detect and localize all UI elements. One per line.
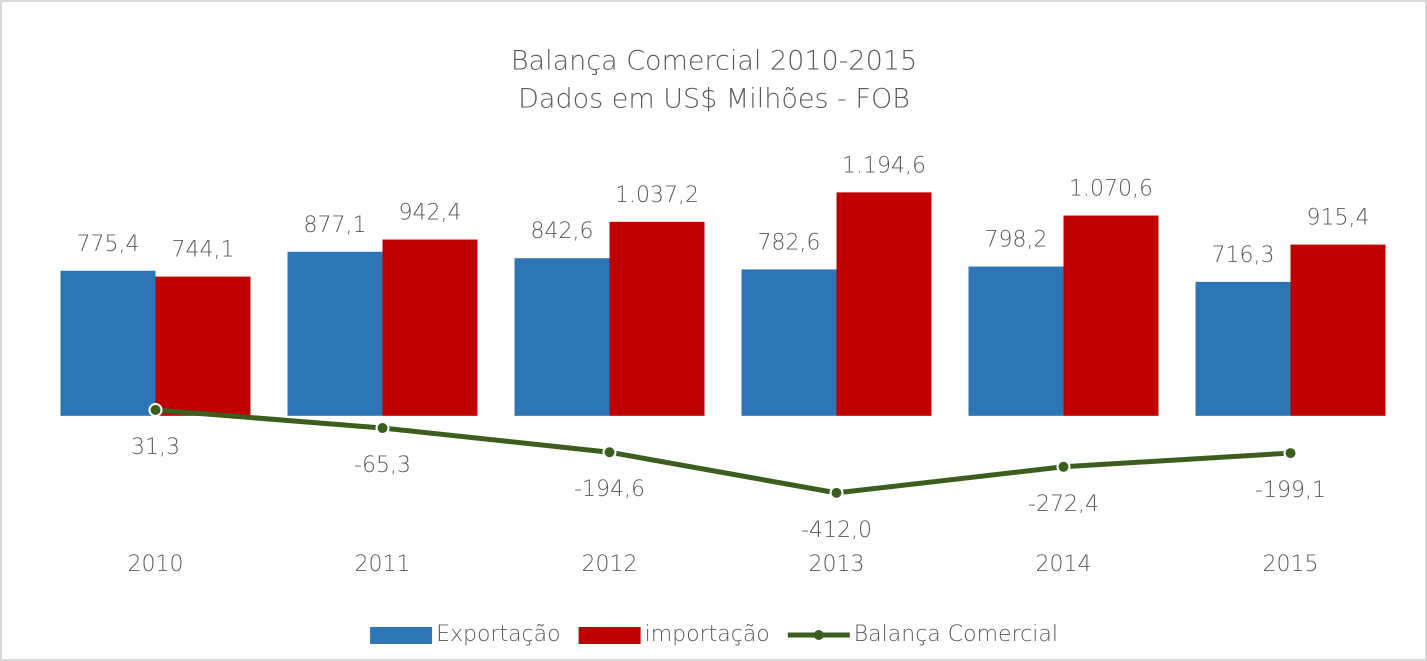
data-label: 1.194,6	[842, 153, 926, 178]
bar	[382, 239, 478, 416]
line-point	[148, 402, 163, 417]
legend-swatch-point	[813, 630, 824, 640]
x-tick-label: 2012	[582, 552, 638, 577]
bar	[60, 270, 156, 416]
data-label: 775,4	[77, 232, 140, 257]
line-point	[375, 421, 390, 436]
line-point	[829, 485, 844, 500]
data-label: 744,1	[172, 238, 235, 263]
data-label: 798,2	[985, 228, 1048, 253]
data-label: -412,0	[801, 518, 872, 543]
bar	[609, 221, 705, 416]
data-label: -194,6	[574, 477, 645, 502]
chart-title: Balança Comercial 2010-2015	[511, 46, 917, 77]
data-label: 877,1	[304, 213, 367, 238]
chart-subtitle: Dados em US$ Milhões - FOB	[518, 84, 910, 115]
data-label: 942,4	[399, 201, 462, 226]
data-label: -65,3	[354, 453, 411, 478]
bar	[836, 192, 932, 416]
bar	[1195, 281, 1291, 416]
data-label: -272,4	[1028, 492, 1099, 517]
data-label: 782,6	[758, 230, 821, 255]
data-label: 915,4	[1307, 206, 1370, 231]
legend-swatch	[578, 627, 641, 644]
bar	[155, 276, 251, 416]
data-label: 842,6	[531, 219, 594, 244]
legend-label: Balança Comercial	[854, 622, 1058, 647]
data-label: 31,3	[131, 435, 180, 460]
bar	[514, 258, 610, 416]
legend-swatch	[370, 627, 433, 644]
line-point	[1283, 446, 1298, 461]
x-tick-label: 2015	[1263, 552, 1319, 577]
x-tick-label: 2014	[1036, 552, 1092, 577]
bar	[968, 266, 1064, 416]
line-point	[602, 445, 617, 460]
legend-label: importação	[645, 622, 770, 647]
bar	[1290, 244, 1386, 416]
bar	[741, 269, 837, 416]
line	[155, 407, 1291, 496]
legend-label: Exportação	[436, 622, 561, 647]
data-label: 1.037,2	[615, 183, 699, 208]
x-tick-label: 2011	[355, 552, 411, 577]
x-tick-label: 2010	[128, 552, 184, 577]
line-point	[1056, 459, 1071, 474]
data-label: -199,1	[1255, 478, 1326, 503]
bar	[1063, 215, 1159, 416]
data-label: 1.070,6	[1069, 177, 1153, 202]
bar	[287, 251, 383, 416]
x-tick-label: 2013	[809, 552, 865, 577]
data-label: 716,3	[1212, 243, 1275, 268]
